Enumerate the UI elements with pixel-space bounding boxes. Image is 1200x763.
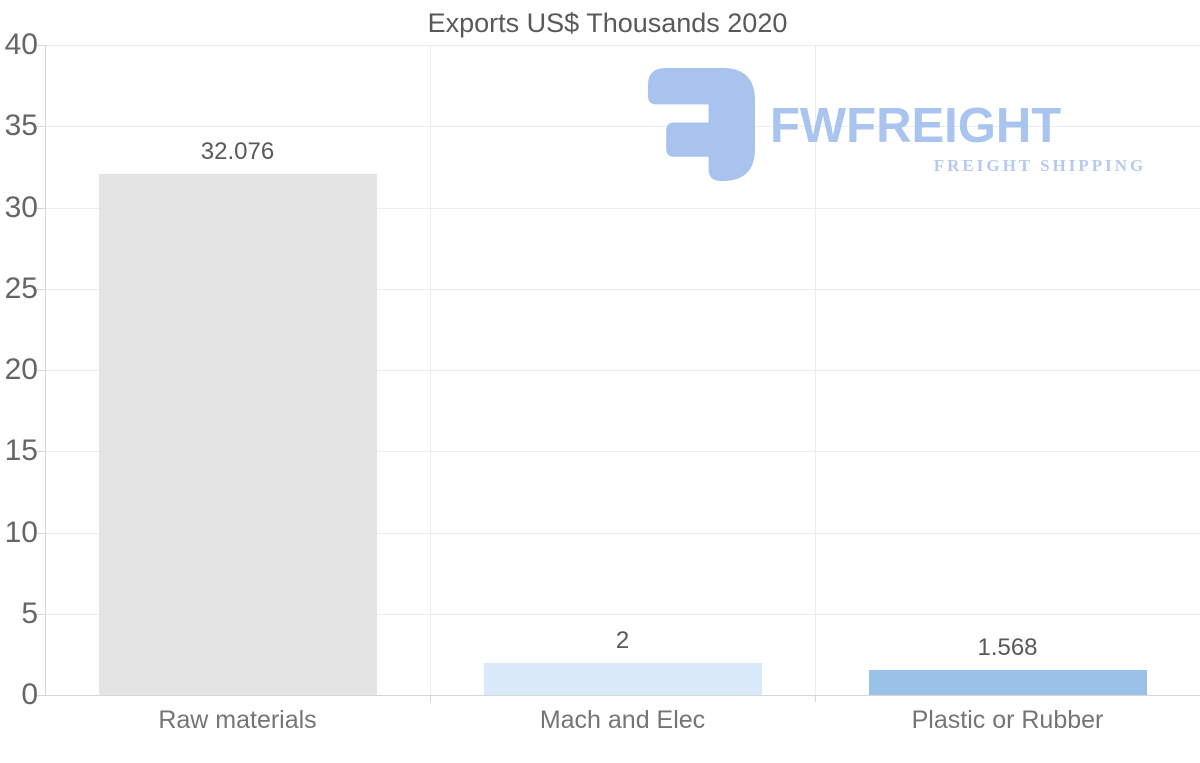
x-category-label: Mach and Elec — [539, 706, 706, 734]
bar-raw-materials — [98, 173, 377, 695]
bar-value-label: 1.568 — [977, 633, 1038, 661]
y-tick-label: 40 — [4, 28, 38, 61]
y-tick-label: 15 — [4, 434, 38, 468]
logo-tagline-text: FREIGHT SHIPPING — [933, 156, 1147, 175]
x-category-label: Raw materials — [158, 706, 317, 734]
bar-plastic-or-rubber — [868, 669, 1147, 695]
y-gridline — [45, 288, 1200, 290]
y-tick-label: 25 — [4, 271, 38, 305]
logo-brand-text: FWFREIGHT — [770, 99, 1062, 153]
y-gridline — [45, 45, 1200, 46]
y-gridline — [45, 126, 1200, 128]
y-tick-label: 5 — [21, 596, 38, 630]
bar-value-label: 32.076 — [200, 137, 275, 165]
y-tick-mark — [37, 370, 45, 371]
x-tick-mark — [815, 695, 816, 702]
y-gridline — [45, 370, 1200, 371]
bar-value-label: 2 — [615, 626, 630, 654]
fwfreight-logo: FWFREIGHT FREIGHT SHIPPING — [648, 68, 1148, 188]
y-tick-mark — [37, 288, 45, 290]
fwfreight-logo-icon — [648, 68, 755, 181]
y-tick-label: 10 — [4, 515, 38, 549]
x-tick-mark — [430, 695, 431, 702]
y-tick-label: 20 — [4, 353, 38, 386]
y-tick-mark — [37, 207, 45, 209]
x-axis-line — [45, 695, 1200, 696]
y-gridline — [45, 451, 1200, 453]
y-tick-mark — [37, 45, 45, 46]
y-tick-mark — [37, 126, 45, 128]
y-tick-label: 30 — [4, 190, 38, 224]
y-gridline — [45, 532, 1200, 534]
y-tick-label: 35 — [4, 109, 38, 143]
y-tick-mark — [37, 613, 45, 615]
y-tick-mark — [37, 451, 45, 453]
y-tick-mark — [37, 532, 45, 534]
x-category-label: Plastic or Rubber — [911, 706, 1104, 734]
y-tick-label: 0 — [21, 678, 38, 711]
y-gridline — [45, 613, 1200, 615]
y-tick-mark — [37, 695, 45, 696]
bar-mach-and-elec — [483, 662, 762, 695]
category-gridline — [430, 45, 431, 695]
category-gridline — [815, 45, 816, 695]
chart-title: Exports US$ Thousands 2020 — [427, 8, 788, 38]
y-axis-line — [45, 45, 46, 695]
y-gridline — [45, 207, 1200, 209]
